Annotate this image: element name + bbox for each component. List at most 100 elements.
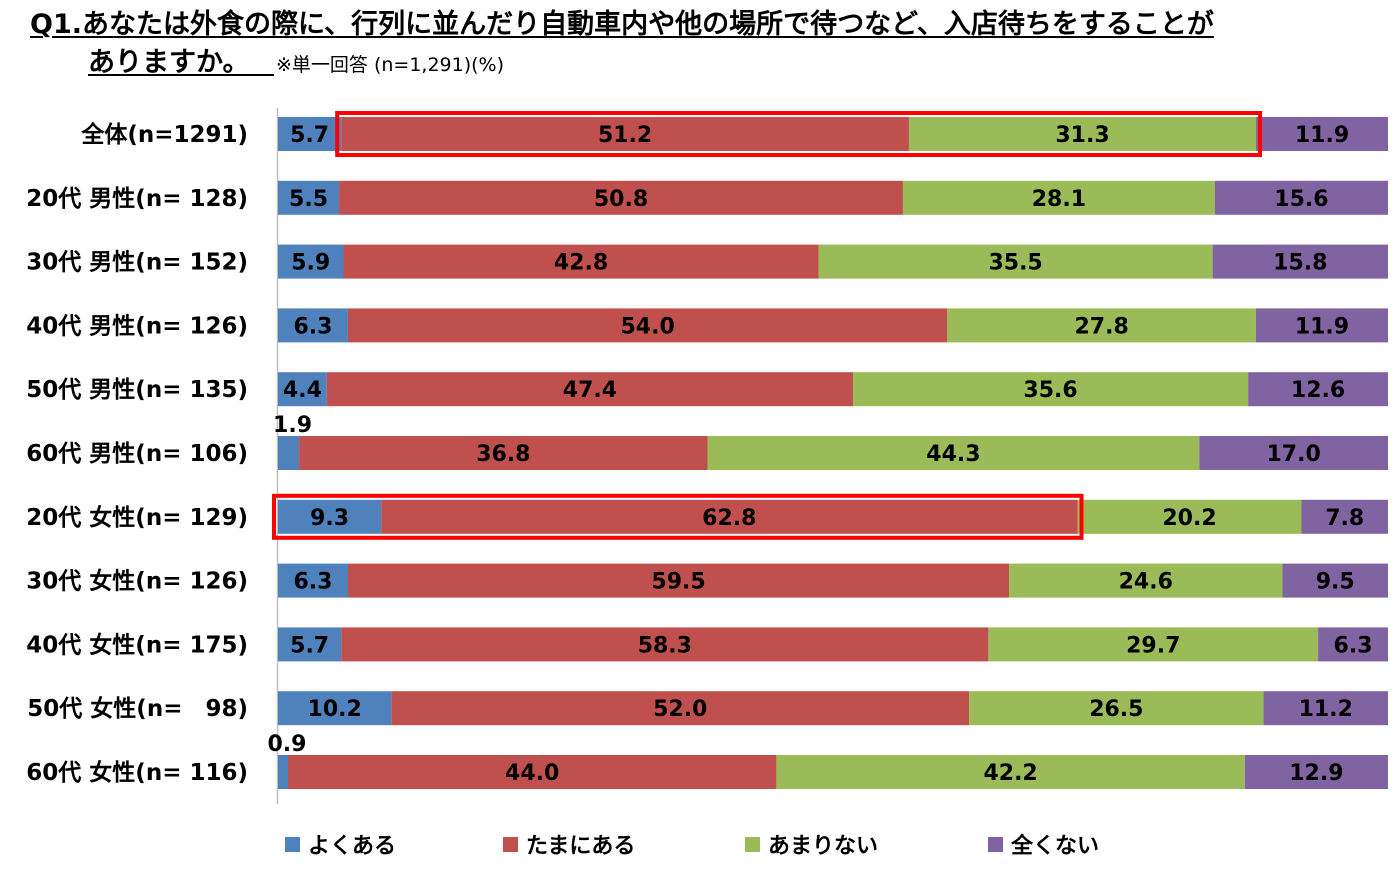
data-label: 20.2 [1162,506,1216,531]
category-label: 40代 男性(n= 126) [26,313,248,339]
data-label: 5.9 [291,251,330,276]
data-label: 44.3 [926,442,980,467]
data-label: 42.2 [983,761,1037,786]
data-label: 5.7 [290,123,329,148]
data-label: 35.6 [1023,378,1077,403]
bar-segment [1255,308,1388,343]
bar-segment [1301,499,1388,534]
data-label: 12.9 [1289,761,1343,786]
data-label: 5.5 [289,187,328,212]
data-label: 1.9 [273,413,312,438]
data-label: 28.1 [1032,187,1086,212]
data-label: 51.2 [598,123,652,148]
bar-segment [278,244,344,279]
data-label: 0.9 [268,732,307,757]
legend-swatch [503,836,518,852]
bar-segment [347,308,948,343]
data-label: 9.3 [310,506,349,531]
data-label: 36.8 [476,442,530,467]
bar-segment [1256,117,1388,151]
category-label: 30代 女性(n= 126) [26,568,248,595]
highlight-box [335,111,1263,157]
bar-segment [1282,563,1388,598]
category-label: 20代 男性(n= 128) [26,186,248,212]
bar-segment [278,308,348,343]
data-label: 24.6 [1119,570,1173,595]
legend-label: 全くない [1011,834,1100,859]
category-label: 60代 男性(n= 106) [26,441,248,467]
data-label: 15.6 [1274,187,1328,212]
bar-segment [278,563,348,598]
bar-segment [1318,627,1388,662]
data-label: 7.8 [1325,506,1364,531]
bar-segment [908,117,1257,151]
bar-segment [776,755,1245,789]
category-label: 50代 男性(n= 135) [26,377,248,403]
bar-segment [1009,563,1283,598]
bar-segment [902,180,1215,215]
bar-segment [299,436,708,470]
highlight-box [272,493,1084,540]
data-label: 11.9 [1295,123,1349,148]
bar-segment [341,117,909,151]
bar-segment [707,436,1200,470]
data-label: 44.0 [505,761,559,786]
category-label: 60代 女性(n= 116) [26,759,248,786]
bar-segment [1077,499,1302,534]
data-label: 54.0 [620,314,674,339]
data-label: 59.5 [651,570,705,595]
data-label: 29.7 [1126,633,1180,658]
bar-segment [278,755,288,789]
bar-segment [947,308,1256,343]
bar-segment [278,117,342,151]
bar-segment [339,180,903,215]
chart-title-line2: ありますか。 [88,40,274,78]
data-label: 35.5 [988,251,1042,276]
data-label: 11.9 [1295,314,1349,339]
chart-note: ※単一回答 (n=1,291)(%) [276,54,505,76]
data-label: 5.7 [290,633,329,658]
bar-segment [988,627,1319,662]
bar-segment [1212,244,1388,279]
chart-legend: よくある たまにある あまりない 全くない [0,828,1400,860]
bar-segment [381,499,1078,534]
bar-segment [818,244,1213,279]
chart-title-line2-text: ありますか。 [88,47,250,78]
legend-swatch [745,836,760,852]
legend-label: たまにある [526,834,636,859]
chart-title: Q1.あなたは外食の際に、行列に並んだり自動車内や他の場所で待つなど、入店待ちを… [30,9,1214,40]
bar-segment [1199,436,1388,470]
bar-segment [278,372,327,407]
legend-item: 全くない [988,828,1099,860]
data-label: 47.4 [563,378,617,403]
data-label: 12.6 [1291,378,1345,403]
bar-segment [852,372,1249,407]
bar-segment [969,691,1264,726]
data-label: 9.5 [1316,570,1355,595]
bar-segment [348,563,1010,598]
data-label: 42.8 [554,251,608,276]
data-label: 11.2 [1299,697,1353,722]
bar-segment [278,691,392,726]
legend-item: あまりない [745,828,878,860]
data-label: 26.5 [1089,697,1143,722]
data-label: 10.2 [308,697,362,722]
bar-segment [278,180,340,215]
category-label: 20代 女性(n= 129) [26,504,248,531]
bar-segment [343,244,819,279]
bar-segment [1214,180,1388,215]
bar-segment [326,372,853,407]
legend-item: よくある [285,828,396,860]
bar-segment [391,691,970,726]
bar-segment [341,627,989,662]
bar-segment [278,436,300,470]
bar-segment [287,755,777,789]
bar-segment [1248,372,1388,407]
data-label: 31.3 [1055,123,1109,148]
bar-segment [278,627,342,662]
data-label: 58.3 [638,633,692,658]
legend-label: よくある [308,834,397,859]
data-label: 27.8 [1074,314,1128,339]
data-label: 6.3 [294,570,333,595]
